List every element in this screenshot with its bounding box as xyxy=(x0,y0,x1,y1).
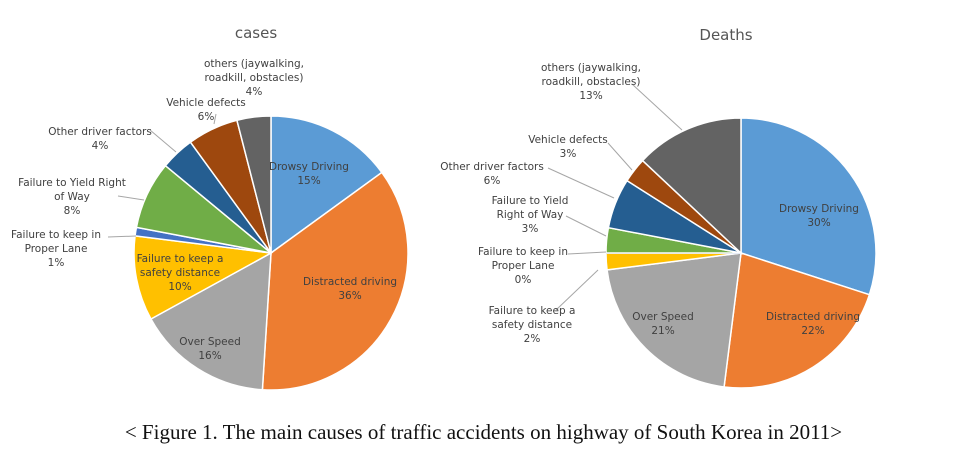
data-label-line: 15% xyxy=(297,175,320,187)
data-label-failure-to-keep-in-proper-lane: Failure to keep in Proper Lane 0% xyxy=(478,246,568,286)
data-label-line: Vehicle defects xyxy=(166,97,246,109)
data-label-failure-to-keep-in-proper-lane: Failure to keep in Proper Lane 1% xyxy=(11,229,101,269)
data-label-vehicle-defects: Vehicle defects 6% xyxy=(166,97,246,123)
data-labels: Drowsy Driving 30% Distracted driving 22% Ov… xyxy=(440,62,860,345)
pie-slice-over-speed xyxy=(606,252,742,388)
data-label-line: 13% xyxy=(579,90,602,102)
data-label-line: Failure to keep in xyxy=(11,229,101,241)
data-label-over-speed: Over Speed 16% xyxy=(179,336,241,362)
leader-line xyxy=(555,269,599,311)
data-label-line: safety distance xyxy=(492,319,572,331)
data-label-drowsy-driving: Drowsy Driving 30% xyxy=(779,203,859,229)
data-label-failure-to-keep-a-safety-distance: Failure to keep a safety distance 2% xyxy=(489,305,576,345)
pie-slice-distracted-driving xyxy=(723,252,871,389)
data-label-line: Drowsy Driving xyxy=(779,203,859,215)
data-label-line: 4% xyxy=(92,140,109,152)
leader-line xyxy=(213,113,217,125)
data-label-failure-to-keep-a-safety-distance: Failure to keep a safety distance 10% xyxy=(137,253,224,293)
data-label-line: roadkill, obstacles) xyxy=(542,76,641,88)
data-label-line: safety distance xyxy=(140,267,220,279)
data-label-failure-to-yield-right-of-way: Failure to Yield Right of Way 3% xyxy=(492,195,569,235)
pie-slice-failure-to-keep-a-safety-distance xyxy=(133,234,274,321)
chart-title: cases xyxy=(235,24,277,42)
data-label-line: Drowsy Driving xyxy=(269,161,349,173)
data-label-line: roadkill, obstacles) xyxy=(205,72,304,84)
data-label-line: Failure to keep a xyxy=(489,305,576,317)
data-label-line: Over Speed xyxy=(179,336,241,348)
data-label-line: 3% xyxy=(560,148,577,160)
data-label-line: Proper Lane xyxy=(492,260,555,272)
data-label-line: 1% xyxy=(48,257,65,269)
pie-slices xyxy=(605,117,877,389)
pie-slice-drowsy-driving xyxy=(740,117,877,296)
data-label-line: Distracted driving xyxy=(766,311,860,323)
data-label-line: 8% xyxy=(64,205,81,217)
data-label-line: Other driver factors xyxy=(440,161,544,173)
leader-line xyxy=(607,142,633,171)
pie-slice-others-jaywalking-roadkill-obstacles xyxy=(641,117,742,255)
data-label-line: of Way xyxy=(54,191,90,203)
chart-title: Deaths xyxy=(699,26,752,44)
pie-chart-cases: cases Drowsy Driving 15% Distracted driving… xyxy=(11,24,409,391)
data-label-line: 22% xyxy=(801,325,824,337)
data-label-line: Failure to Yield Right xyxy=(18,177,126,189)
leader-line xyxy=(117,195,145,201)
data-label-line: 30% xyxy=(807,217,830,229)
data-label-line: Other driver factors xyxy=(48,126,152,138)
data-labels: Drowsy Driving 15% Distracted driving 36% Ov… xyxy=(11,58,397,362)
data-label-failure-to-yield-right-of-way: Failure to Yield Right of Way 8% xyxy=(18,177,126,217)
data-label-distracted-driving: Distracted driving 22% xyxy=(766,311,860,337)
data-label-line: 36% xyxy=(338,290,361,302)
data-label-other-driver-factors: Other driver factors 4% xyxy=(48,126,152,152)
pie-slice-others-jaywalking-roadkill-obstacles xyxy=(236,115,272,254)
leader-line xyxy=(565,215,607,237)
data-label-line: Over Speed xyxy=(632,311,694,323)
data-label-line: 2% xyxy=(524,333,541,345)
data-label-line: Right of Way xyxy=(497,209,564,221)
data-label-line: Failure to keep in xyxy=(478,246,568,258)
leader-line xyxy=(567,251,607,255)
data-label-line: Proper Lane xyxy=(25,243,88,255)
data-label-line: 10% xyxy=(168,281,191,293)
data-label-line: 4% xyxy=(246,86,263,98)
pie-chart-deaths: Deaths Drowsy Driving 30% Distracted drivin… xyxy=(440,26,877,389)
data-label-others-jaywalking-roadkill-obstacles: others (jaywalking, roadkill, obstacles) 4… xyxy=(204,58,304,98)
pie-slice-over-speed xyxy=(149,251,272,391)
data-label-line: 6% xyxy=(198,111,215,123)
pie-charts: cases Drowsy Driving 15% Distracted driving… xyxy=(11,24,877,391)
data-label-drowsy-driving: Drowsy Driving 15% xyxy=(269,161,349,187)
leader-line xyxy=(547,167,615,199)
pie-slices xyxy=(133,115,409,391)
data-label-line: Vehicle defects xyxy=(528,134,608,146)
data-label-line: others (jaywalking, xyxy=(204,58,304,70)
data-label-line: others (jaywalking, xyxy=(541,62,641,74)
data-label-line: Distracted driving xyxy=(303,276,397,288)
leader-line xyxy=(631,83,683,131)
figure-caption: < Figure 1. The main causes of traffic a… xyxy=(124,420,843,444)
data-label-line: Failure to Yield xyxy=(492,195,569,207)
data-label-other-driver-factors: Other driver factors 6% xyxy=(440,161,544,187)
data-label-distracted-driving: Distracted driving 36% xyxy=(303,276,397,302)
data-label-others-jaywalking-roadkill-obstacles: others (jaywalking, roadkill, obstacles) 1… xyxy=(541,62,641,102)
data-label-line: 16% xyxy=(198,350,221,362)
pie-slice-distracted-driving xyxy=(261,171,409,391)
data-label-line: 6% xyxy=(484,175,501,187)
data-label-line: 21% xyxy=(651,325,674,337)
data-label-vehicle-defects: Vehicle defects 3% xyxy=(528,134,608,160)
leader-line xyxy=(149,129,177,153)
pie-slice-drowsy-driving xyxy=(270,115,383,255)
leader-line xyxy=(107,235,137,238)
data-label-line: Failure to keep a xyxy=(137,253,224,265)
data-label-line: 0% xyxy=(515,274,532,286)
data-label-over-speed: Over Speed 21% xyxy=(632,311,694,337)
data-label-line: 3% xyxy=(522,223,539,235)
